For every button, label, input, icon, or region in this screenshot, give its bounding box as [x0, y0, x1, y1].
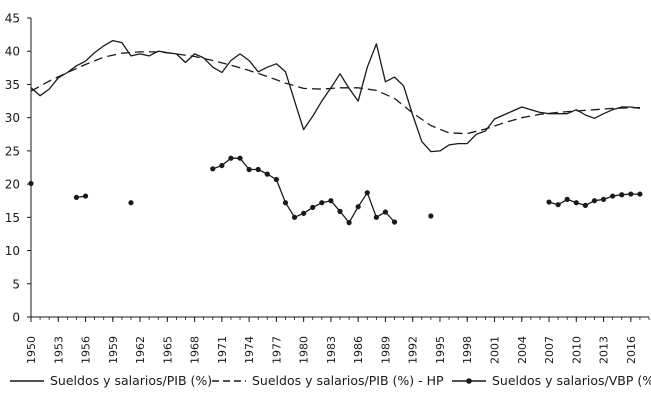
series-point	[555, 202, 561, 208]
x-tick-label: 1980	[298, 336, 311, 364]
series-point	[582, 202, 588, 208]
series-line-solid	[30, 39, 640, 153]
x-tick-label: 1977	[270, 336, 283, 364]
x-tick-label: 1968	[189, 336, 202, 364]
legend-label-dashed: Sueldos y salarios/PIB (%) - HP	[252, 373, 444, 388]
series-point	[246, 166, 252, 173]
series-point	[82, 193, 89, 199]
x-tick-label: 1998	[461, 336, 474, 364]
series-line-dashed	[30, 51, 640, 135]
series-point	[346, 220, 352, 226]
series-point	[428, 213, 434, 219]
x-tick-label: 2016	[625, 336, 638, 364]
x-tick-label: 1983	[325, 336, 338, 364]
series-point	[591, 198, 598, 204]
series-point	[310, 204, 316, 210]
chart: 0 5 10 15 20 25 30 35 40 45 1950 1953 1956 1959 1962 19…	[5, 12, 650, 364]
series-point	[337, 208, 343, 214]
series-point	[382, 209, 389, 215]
x-tick-label: 1974	[243, 336, 256, 364]
x-tick-label: 1956	[80, 336, 93, 364]
x-tick-label: 2013	[598, 336, 611, 364]
series-point	[628, 191, 634, 197]
y-tick-label: 25	[5, 144, 20, 158]
series-point	[355, 204, 361, 210]
x-tick-label: 2001	[489, 336, 502, 364]
series-2	[28, 155, 643, 226]
legend-label-solid: Sueldos y salarios/PIB (%)	[50, 373, 213, 388]
axes: 0 5 10 15 20 25 30 35 40 45 1950 1953 1956 1959 1962 19…	[5, 12, 650, 364]
series-point	[273, 176, 279, 183]
series-point	[128, 200, 134, 206]
legend-swatch-dashed-line	[212, 379, 246, 382]
series-point	[210, 166, 216, 172]
series-point	[610, 193, 616, 199]
x-tick-label: 1992	[407, 336, 420, 364]
series-point	[391, 219, 398, 225]
x-tick-label: 1971	[216, 336, 229, 364]
series-0	[30, 39, 640, 153]
x-tick-label: 1989	[379, 336, 392, 364]
x-tick-label: 1962	[134, 336, 147, 364]
legend-item-dashed: Sueldos y salarios/PIB (%) - HP	[212, 373, 444, 388]
series-point	[219, 162, 225, 169]
series-point	[28, 180, 34, 187]
y-tick-label: 20	[5, 178, 20, 192]
legend: Sueldos y salarios/PIB (%) Sueldos y sal…	[0, 373, 651, 395]
x-tick-label: 1965	[161, 336, 174, 364]
y-tick-label: 35	[5, 78, 20, 92]
legend-item-markers: Sueldos y salarios/VBP (%)	[452, 373, 651, 388]
x-tick-label: 1995	[434, 336, 447, 364]
y-tick-label: 0	[12, 311, 20, 325]
x-tick-label: 1959	[107, 336, 120, 364]
series-point	[328, 198, 334, 204]
series-point	[637, 191, 643, 197]
y-tick-label: 40	[5, 45, 20, 59]
series-point	[319, 200, 325, 206]
series-point	[301, 210, 307, 216]
y-tick-label: 5	[12, 277, 20, 291]
legend-item-solid: Sueldos y salarios/PIB (%)	[10, 373, 212, 388]
series-point	[546, 199, 552, 205]
series-point	[600, 196, 607, 202]
series-point	[564, 196, 570, 202]
series-point	[573, 200, 579, 206]
x-tick-label: 2004	[516, 336, 529, 364]
series-point	[291, 214, 298, 220]
series-point	[255, 166, 261, 173]
y-tick-label: 45	[5, 12, 20, 26]
series-point	[364, 190, 370, 196]
x-tick-label: 1950	[25, 336, 38, 364]
x-tick-label: 1953	[52, 336, 65, 364]
x-tick-label: 2007	[543, 336, 556, 364]
series-point	[237, 155, 243, 161]
y-tick-label: 15	[5, 211, 20, 225]
x-tick-label: 2010	[570, 336, 583, 364]
legend-swatch-marker-line	[452, 377, 486, 384]
series-1	[30, 51, 640, 135]
x-tick-label: 1986	[352, 336, 365, 364]
series-point	[619, 192, 625, 198]
series-point	[373, 214, 379, 220]
y-tick-label: 30	[5, 111, 20, 125]
series-layer	[28, 39, 643, 226]
legend-swatch-solid-line	[10, 379, 44, 382]
series-point	[228, 155, 234, 161]
legend-label-markers: Sueldos y salarios/VBP (%)	[492, 373, 651, 388]
y-tick-label: 10	[5, 244, 20, 258]
series-point	[264, 171, 270, 177]
series-point	[282, 200, 289, 206]
series-point	[73, 194, 80, 200]
